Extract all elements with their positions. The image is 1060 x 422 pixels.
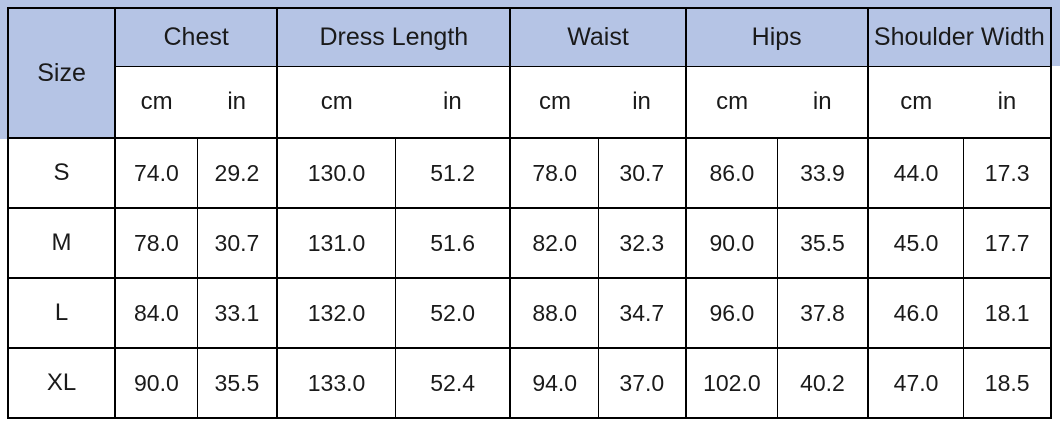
measurement-cell: 52.4 [394,347,512,419]
measurement-cell: 86.0 [684,137,779,209]
measurement-cell: 133.0 [276,347,396,419]
measurement-cell: 132.0 [276,277,396,349]
measurement-cell: 47.0 [866,347,965,419]
measurement-cell: 29.2 [196,137,279,209]
measurement-cell: 96.0 [684,277,779,349]
unit-header-cm: cm [276,65,396,139]
measurement-cell: 131.0 [276,207,396,279]
table-row-xl: XL 90.0 35.5 133.0 52.4 94.0 37.0 102.0 … [6,347,1053,419]
header-bleed-top [0,0,1060,9]
table-row-s: S 74.0 29.2 130.0 51.2 78.0 30.7 86.0 33… [6,137,1053,209]
size-table: Size Chest Dress Length Waist Hips Shoul… [6,7,1053,419]
measurement-cell: 33.1 [196,277,279,349]
header-bleed-left [0,0,9,139]
measurement-cell: 18.1 [963,277,1053,349]
unit-header-cm: cm [509,65,599,139]
unit-header-row: cm in cm in cm in cm in cm in [8,65,1053,139]
measurement-cell: 45.0 [866,207,965,279]
measurement-cell: 17.3 [963,137,1053,209]
row-header-size: L [6,277,117,349]
row-header-size: S [6,137,117,209]
measurement-cell: 32.3 [597,207,687,279]
unit-header-in: in [197,65,279,139]
measurement-cell: 84.0 [114,277,198,349]
measurement-cell: 18.5 [963,347,1053,419]
measurement-cell: 35.5 [777,207,869,279]
measurement-cell: 102.0 [684,347,779,419]
measurement-cell: 44.0 [866,137,965,209]
column-header-waist: Waist [509,7,687,67]
measurement-cell: 35.5 [196,347,279,419]
row-header-size: XL [6,347,117,419]
column-header-dress-length: Dress Length [276,7,512,67]
measurement-cell: 130.0 [276,137,396,209]
unit-header-cm: cm [684,65,778,139]
measurement-cell: 46.0 [866,277,965,349]
table-row-m: M 78.0 30.7 131.0 51.6 82.0 32.3 90.0 35… [6,207,1053,279]
measurement-cell: 90.0 [684,207,779,279]
unit-header-in: in [598,65,687,139]
measurement-cell: 90.0 [114,347,198,419]
group-header-row: Size Chest Dress Length Waist Hips Shoul… [6,7,1053,139]
unit-header-cm: cm [114,65,198,139]
measurement-cell: 74.0 [114,137,198,209]
measurement-cell: 33.9 [777,137,869,209]
unit-header-in: in [963,65,1053,139]
column-header-chest: Chest [114,7,279,67]
column-header-hips: Hips [684,7,869,67]
measurement-cell: 51.2 [394,137,512,209]
unit-header-cm: cm [866,65,964,139]
measurement-cell: 37.0 [597,347,687,419]
measurement-cell: 82.0 [509,207,600,279]
row-header-size: M [6,207,117,279]
header-bleed-right [1049,0,1060,66]
measurement-cell: 94.0 [509,347,600,419]
corner-header-size: Size [6,7,117,139]
column-header-shoulder-width: Shoulder Width [866,7,1053,67]
table-row-l: L 84.0 33.1 132.0 52.0 88.0 34.7 96.0 37… [6,277,1053,349]
measurement-cell: 17.7 [963,207,1053,279]
measurement-cell: 78.0 [114,207,198,279]
measurement-cell: 30.7 [597,137,687,209]
measurement-cell: 78.0 [509,137,600,209]
unit-header-in: in [395,65,512,139]
measurement-cell: 34.7 [597,277,687,349]
measurement-cell: 88.0 [509,277,600,349]
measurement-cell: 52.0 [394,277,512,349]
unit-header-in: in [777,65,869,139]
measurement-cell: 40.2 [777,347,869,419]
measurement-cell: 30.7 [196,207,279,279]
measurement-cell: 37.8 [777,277,869,349]
measurement-cell: 51.6 [394,207,512,279]
